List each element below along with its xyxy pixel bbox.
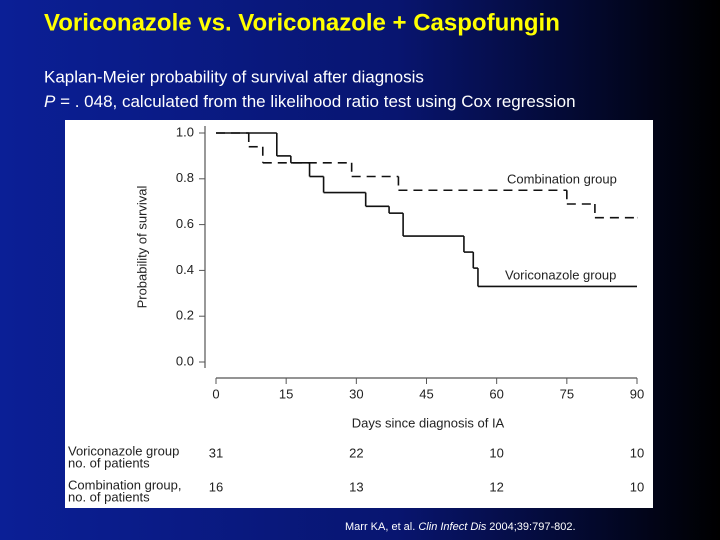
y-tick-label: 0.6	[176, 216, 194, 231]
subtitle-text: = . 048, calculated from the likelihood …	[55, 92, 575, 111]
at-risk-value: 22	[349, 445, 363, 460]
chart-panel	[65, 120, 653, 508]
y-tick-label: 0.8	[176, 170, 194, 185]
citation-journal: Clin Infect Dis	[418, 521, 486, 533]
at-risk-label: Voriconazole group	[68, 443, 179, 458]
series-label: Combination group	[507, 171, 617, 186]
at-risk-value: 16	[209, 479, 223, 494]
x-tick-label: 0	[212, 386, 219, 401]
x-tick-label: 90	[630, 386, 644, 401]
x-axis-label: Days since diagnosis of IA	[352, 415, 505, 430]
at-risk-label: Combination group,	[68, 477, 181, 492]
y-tick-label: 0.0	[176, 353, 194, 368]
at-risk-value: 13	[349, 479, 363, 494]
x-tick-label: 75	[560, 386, 574, 401]
slide-title: Voriconazole vs. Voriconazole + Caspofun…	[44, 9, 560, 36]
series-label: Voriconazole group	[505, 267, 616, 282]
at-risk-value: 10	[489, 445, 503, 460]
subtitle: Kaplan-Meier probability of survival aft…	[44, 67, 424, 86]
y-axis-label: Probability of survival	[134, 185, 149, 308]
y-tick-label: 1.0	[176, 124, 194, 139]
at-risk-label: no. of patients	[68, 489, 150, 504]
x-tick-label: 60	[489, 386, 503, 401]
plot: Probability of survival Days since diagn…	[68, 124, 644, 504]
at-risk-value: 31	[209, 445, 223, 460]
at-risk-value: 12	[489, 479, 503, 494]
at-risk-value: 10	[630, 479, 644, 494]
at-risk-value: 10	[630, 445, 644, 460]
at-risk-label: no. of patients	[68, 455, 150, 470]
citation-authors: Marr KA, et al.	[345, 521, 418, 533]
subtitle-p: P	[44, 92, 56, 111]
y-tick-label: 0.2	[176, 308, 194, 323]
citation-ref: 2004;39:797-802.	[486, 521, 575, 533]
x-tick-label: 15	[279, 386, 293, 401]
citation: Marr KA, et al. Clin Infect Dis 2004;39:…	[345, 521, 576, 533]
subtitle: P = . 048, calculated from the likelihoo…	[44, 92, 576, 111]
x-tick-label: 45	[419, 386, 433, 401]
x-tick-label: 30	[349, 386, 363, 401]
y-tick-label: 0.4	[176, 262, 194, 277]
